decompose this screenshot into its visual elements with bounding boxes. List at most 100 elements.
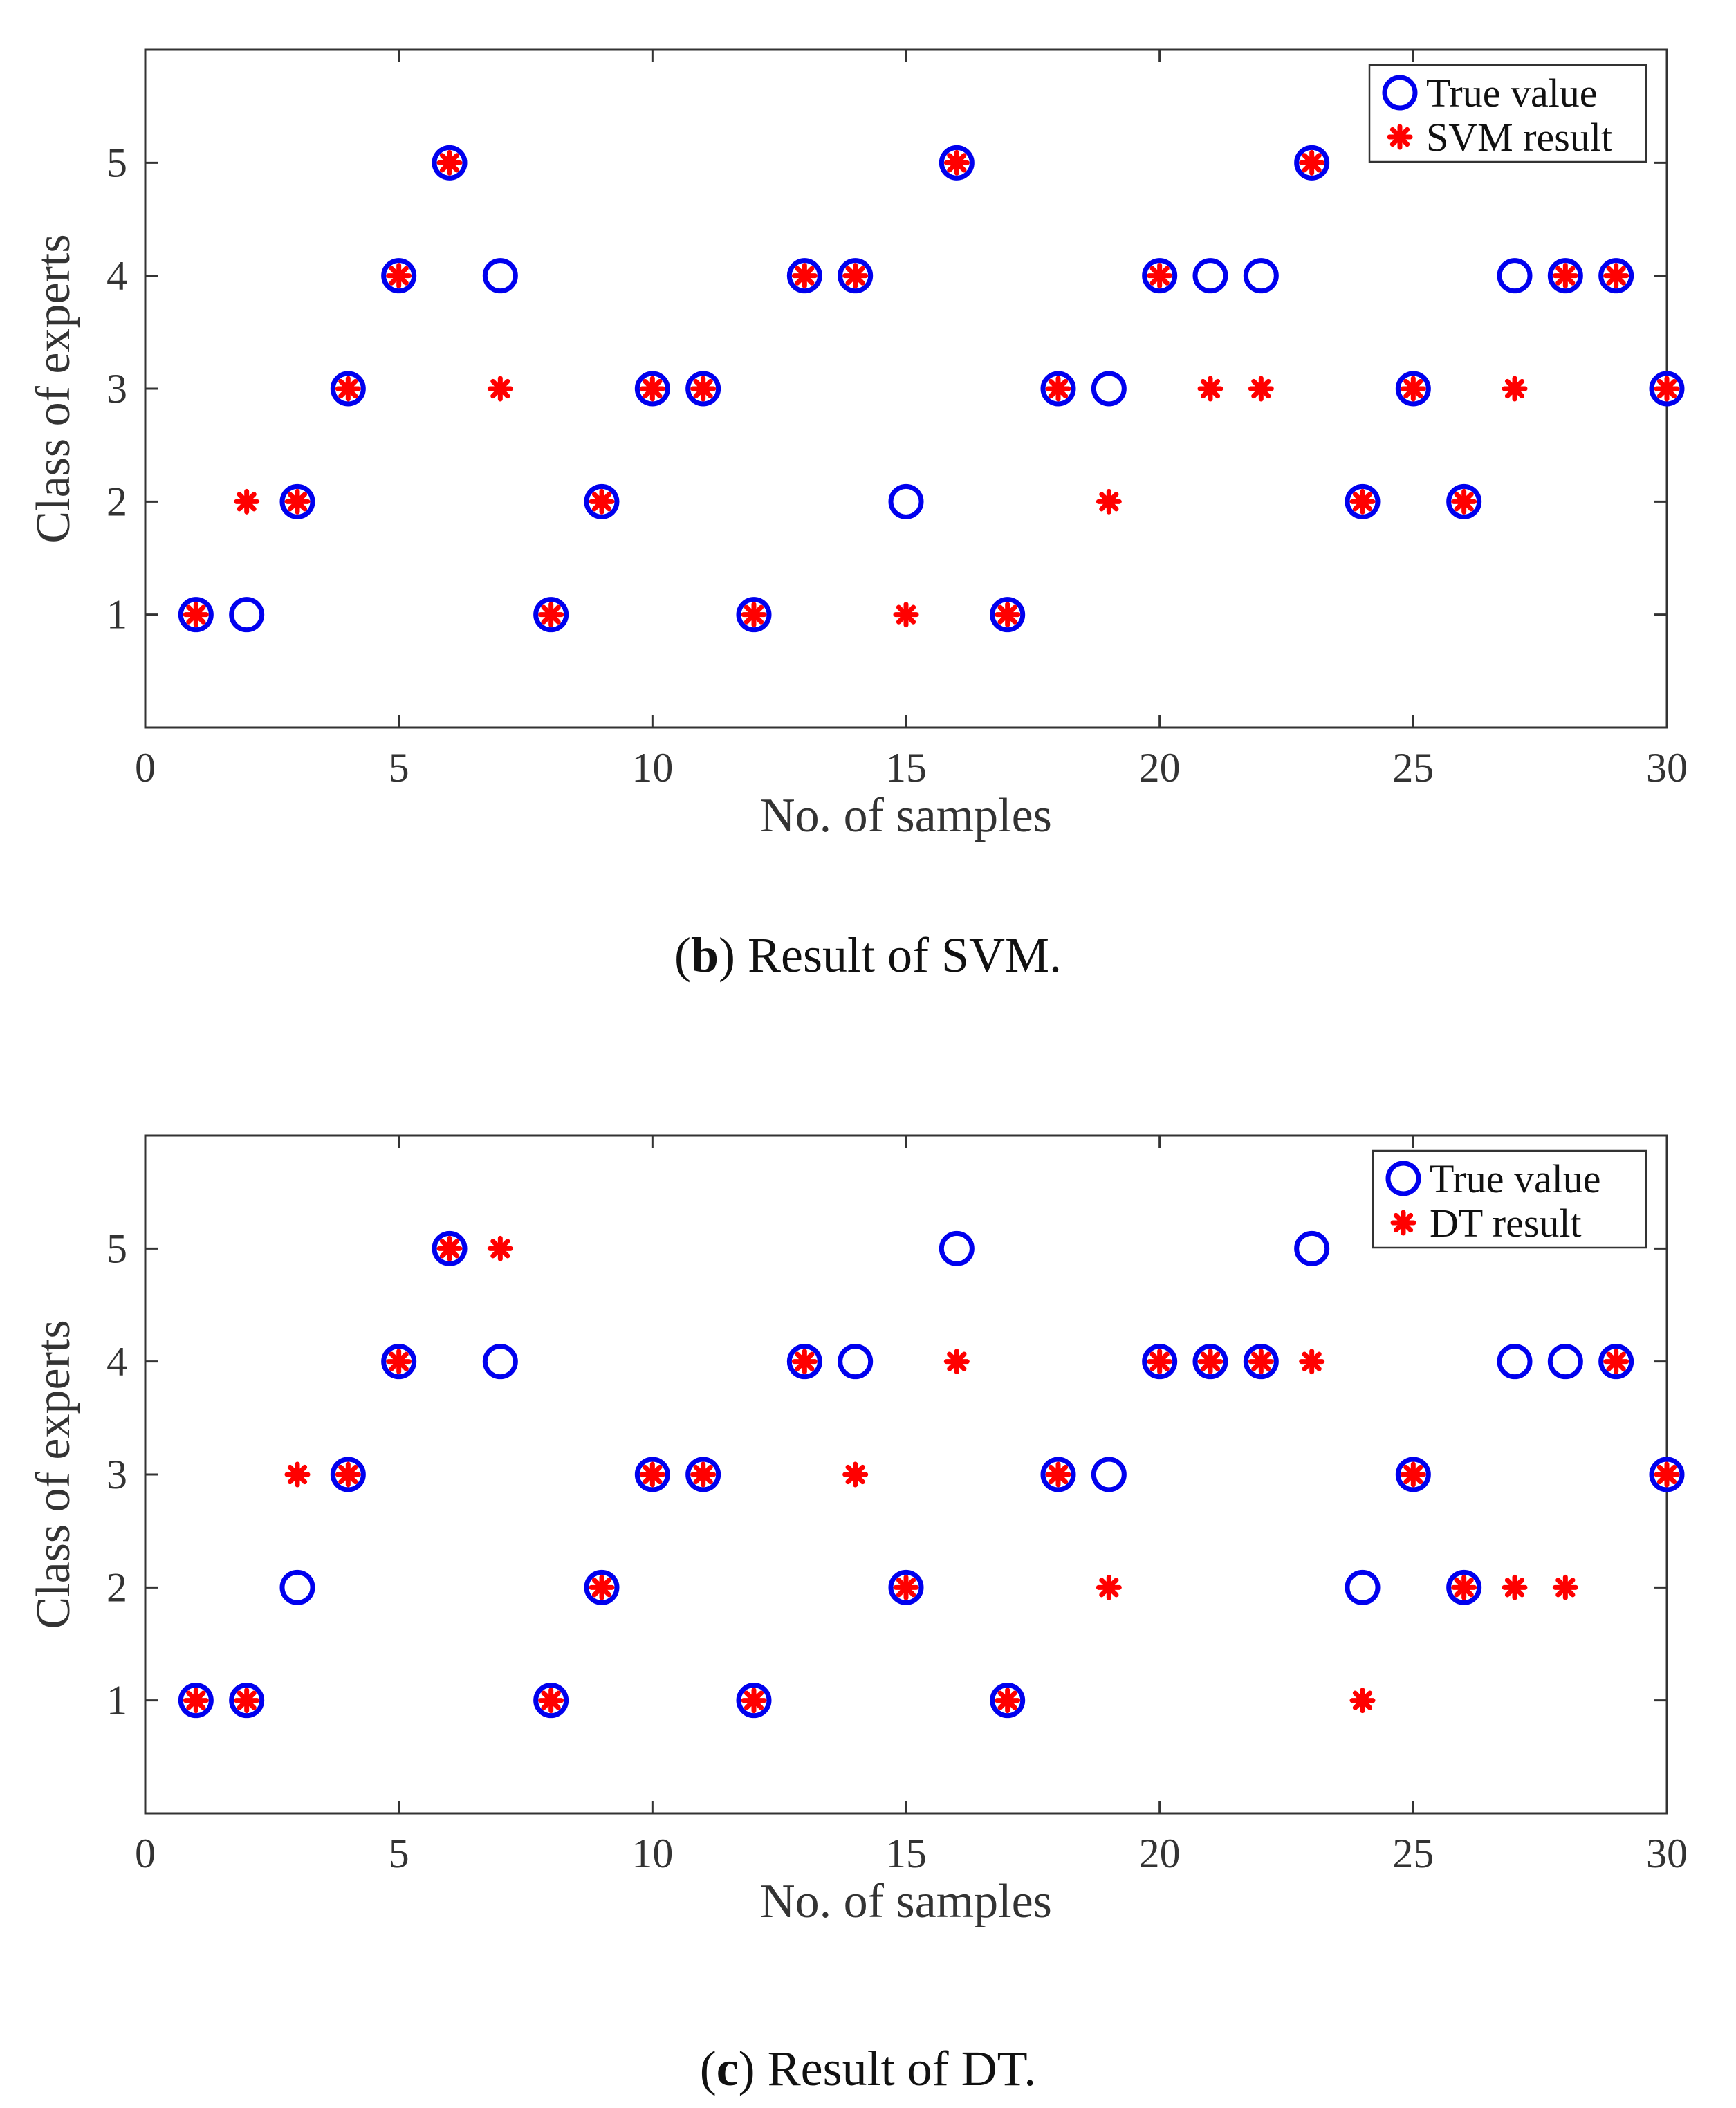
dt-xtick-label: 20 <box>1139 1831 1181 1876</box>
dt-true-point <box>888 1569 924 1605</box>
dt-ytick-label: 3 <box>107 1452 127 1497</box>
svm-xtick-label: 20 <box>1139 745 1181 790</box>
svm-pred-point <box>436 149 463 176</box>
svm-pred-point-stroke-3 <box>186 604 206 625</box>
svm-pred-point-stroke-3 <box>1200 378 1221 399</box>
svm-pred-point <box>1197 376 1223 402</box>
dt-pred-point <box>1147 1349 1173 1375</box>
dt-true-point <box>533 1683 569 1719</box>
dt-legend-true-label: True value <box>1430 1156 1601 1201</box>
svm-true-point <box>939 145 975 181</box>
svm-true-point <box>330 371 366 407</box>
dt-true-point <box>1192 1344 1228 1380</box>
svm-true-point <box>1142 258 1178 294</box>
svm-pred-point <box>639 376 665 402</box>
dt-true-point <box>1040 1457 1076 1492</box>
svm-pred-point <box>741 602 767 628</box>
svm-pred-point <box>1147 263 1173 289</box>
dt-true-point <box>381 1344 417 1380</box>
svm-ytick-label: 2 <box>107 479 127 524</box>
svm-pred-point <box>1502 376 1528 402</box>
dt-pred-point-stroke-3 <box>1302 1351 1322 1371</box>
svm-pred-point <box>690 376 717 402</box>
svm-series-true <box>178 145 1685 633</box>
dt-true-point <box>838 1344 874 1380</box>
dt-pred-point-stroke-3 <box>1656 1464 1677 1485</box>
dt-pred-point <box>1299 1349 1325 1375</box>
dt-pred-point-stroke-3 <box>1606 1351 1626 1371</box>
dt-pred-point-stroke-3 <box>1504 1578 1525 1598</box>
dt-pred-point-stroke-3 <box>439 1239 460 1259</box>
svm-pred-point-stroke-3 <box>947 153 967 173</box>
dt-caption-text: Result of DT. <box>767 2041 1037 2096</box>
dt-true-point <box>1294 1230 1330 1266</box>
dt-true-point <box>990 1683 1026 1719</box>
svm-xtick-label: 5 <box>389 745 409 790</box>
dt-pred-point-stroke-3 <box>186 1690 206 1710</box>
svm-true-point <box>1395 371 1431 407</box>
svm-pred-point-stroke-3 <box>541 604 561 625</box>
svm-pred-point <box>183 602 209 628</box>
svm-legend-true-marker <box>1382 75 1418 111</box>
svm-pred-point <box>893 602 919 628</box>
dt-pred-point <box>1197 1349 1223 1375</box>
dt-pred-point-stroke-3 <box>1251 1351 1271 1371</box>
svm-pred-point <box>943 149 970 176</box>
dt-pred-point-stroke-3 <box>490 1239 510 1259</box>
svm-true-point <box>786 258 822 294</box>
svm-legend-pred-label: SVM result <box>1426 115 1612 160</box>
svm-pred-point-stroke-3 <box>1302 153 1322 173</box>
dt-pred-point-stroke-3 <box>744 1690 764 1710</box>
svm-true-point <box>1497 258 1533 294</box>
dt-pred-point-stroke-3 <box>896 1578 916 1598</box>
svm-pred-point-stroke-3 <box>1504 378 1525 399</box>
svm-true-point <box>838 258 874 294</box>
svm-xtick-label: 25 <box>1392 745 1434 790</box>
dt-pred-point <box>538 1688 564 1714</box>
svm-true-point <box>888 483 924 519</box>
dt-pred-point <box>943 1349 970 1375</box>
dt-pred-point <box>1349 1688 1376 1714</box>
dt-xtick-label: 30 <box>1646 1831 1688 1876</box>
svm-pred-point <box>234 488 260 515</box>
dt-pred-point-stroke-3 <box>1149 1351 1170 1371</box>
dt-legend-box <box>1372 1149 1647 1249</box>
svm-pred-point <box>842 263 869 289</box>
svm-true-point <box>279 483 315 519</box>
svm-pred-point-stroke-3 <box>1555 266 1576 286</box>
svm-true-point <box>432 145 468 181</box>
dt-legend-true-marker <box>1385 1161 1421 1196</box>
svm-true-point <box>1446 483 1482 519</box>
dt-ytick-label: 2 <box>107 1564 127 1610</box>
dt-ytick-label: 5 <box>107 1226 127 1271</box>
svm-true-point <box>1243 258 1279 294</box>
svm-true-point <box>736 597 772 633</box>
svm-xtick-label: 0 <box>135 745 156 790</box>
svm-pred-point-stroke-3 <box>1606 266 1626 286</box>
svm-pred-point <box>487 376 513 402</box>
dt-ylabel: Class of experts <box>27 1320 80 1629</box>
svm-pred-point-stroke-3 <box>490 378 510 399</box>
dt-legend-pred-marker <box>1390 1210 1416 1236</box>
dt-pred-point <box>1045 1461 1071 1488</box>
figure-dt: 0 5 10 15 20 25 30 1 2 3 4 5 No. of samples Class of … <box>0 1079 1736 2108</box>
dt-true-point <box>432 1230 468 1266</box>
svm-true-point <box>1598 258 1634 294</box>
dt-pred-point-stroke-3 <box>591 1578 612 1598</box>
dt-pred-point-stroke-3 <box>643 1464 663 1485</box>
svm-pred-point-stroke-3 <box>693 378 713 399</box>
dt-pred-point <box>1603 1349 1629 1375</box>
dt-pred-point-stroke-3 <box>338 1464 358 1485</box>
dt-pred-point-stroke-3 <box>389 1351 409 1371</box>
svm-pred-point <box>1096 488 1122 515</box>
svm-pred-point-stroke-3 <box>1403 378 1423 399</box>
svm-true-point <box>1040 371 1076 407</box>
svm-xtick-label: 15 <box>885 745 927 790</box>
svm-pred-point-stroke-3 <box>1656 378 1677 399</box>
dt-true-point <box>482 1344 518 1380</box>
dt-pred-point-stroke-3 <box>1048 1464 1069 1485</box>
svm-true-point <box>1294 145 1330 181</box>
svm-pred-point-stroke-3 <box>591 492 612 512</box>
